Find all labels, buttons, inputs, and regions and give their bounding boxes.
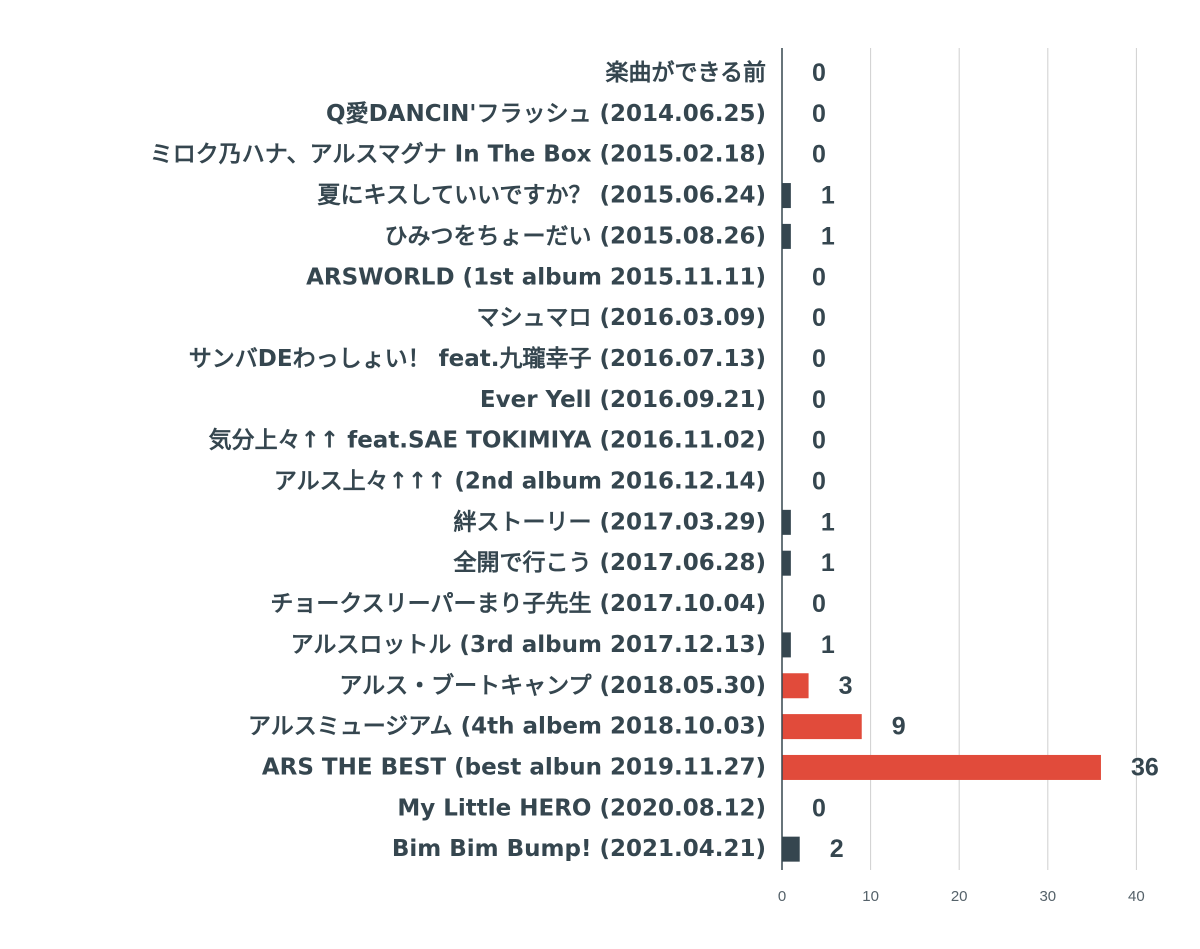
data-label: 0 xyxy=(812,141,826,169)
gridlines xyxy=(870,48,1137,870)
category-label: ひみつをちょーだい (2015.08.26) xyxy=(384,223,766,249)
data-label: 9 xyxy=(892,713,906,741)
data-label: 2 xyxy=(830,835,844,863)
category-label: Bim Bim Bump! (2021.04.21) xyxy=(392,836,766,862)
x-tick-label: 10 xyxy=(862,888,879,905)
category-label: サンバDEわっしょい！ feat.九瓏幸子 (2016.07.13) xyxy=(189,345,766,372)
category-label: 気分上々↑↑ feat.SAE TOKIMIYA (2016.11.02) xyxy=(209,427,766,454)
category-label: アルス・ブートキャンプ (2018.05.30) xyxy=(339,672,766,699)
data-label: 0 xyxy=(812,386,826,414)
data-label: 1 xyxy=(821,508,835,536)
data-label: 0 xyxy=(812,100,826,128)
category-label: チョークスリーパーまり子先生 (2017.10.04) xyxy=(270,591,766,617)
data-label: 0 xyxy=(812,794,826,822)
category-label: マシュマロ (2016.03.09) xyxy=(476,305,766,331)
data-label: 36 xyxy=(1131,753,1159,781)
category-label: My Little HERO (2020.08.12) xyxy=(397,795,766,821)
data-label: 0 xyxy=(812,590,826,618)
bar xyxy=(782,632,791,658)
category-label: アルスミュージアム (4th albem 2018.10.03) xyxy=(248,714,766,740)
x-tick-label: 30 xyxy=(1039,888,1056,905)
data-label: 0 xyxy=(812,263,826,291)
data-label: 0 xyxy=(812,468,826,496)
category-label: 全開で行こう (2017.06.28) xyxy=(452,549,766,576)
data-label: 0 xyxy=(812,304,826,332)
data-label: 1 xyxy=(821,222,835,250)
bar xyxy=(782,714,862,740)
category-label: Ever Yell (2016.09.21) xyxy=(480,387,766,413)
category-label: ミロク乃ハナ、アルスマグナ In The Box (2015.02.18) xyxy=(150,141,766,168)
x-axis-ticks: 0 10 20 30 40 xyxy=(778,888,1145,905)
bar xyxy=(782,183,791,209)
x-tick-label: 0 xyxy=(778,888,786,905)
category-label: アルス上々↑↑↑ (2nd album 2016.12.14) xyxy=(274,469,766,495)
bar xyxy=(782,223,791,249)
category-label: 楽曲ができる前 xyxy=(605,59,766,86)
category-label: 夏にキスしていいですか？ (2015.06.24) xyxy=(318,183,766,209)
bar xyxy=(782,509,791,535)
data-label: 0 xyxy=(812,345,826,373)
x-tick-label: 20 xyxy=(951,888,968,905)
data-label: 1 xyxy=(821,549,835,577)
bars xyxy=(782,183,1101,862)
category-label: アルスロットル (3rd album 2017.12.13) xyxy=(291,632,766,658)
bar xyxy=(782,836,800,862)
category-label: Q愛DANCIN'フラッシュ (2014.06.25) xyxy=(326,101,766,127)
data-label: 3 xyxy=(839,672,853,700)
category-label: 絆ストーリー (2017.03.29) xyxy=(453,508,766,535)
bar xyxy=(782,673,809,699)
data-label: 1 xyxy=(821,182,835,210)
bar xyxy=(782,550,791,576)
data-label: 1 xyxy=(821,631,835,659)
category-label: ARS THE BEST (best albun 2019.11.27) xyxy=(262,754,766,780)
data-label: 0 xyxy=(812,59,826,87)
x-tick-label: 40 xyxy=(1128,888,1145,905)
bar xyxy=(782,754,1101,780)
category-label: ARSWORLD (1st album 2015.11.11) xyxy=(306,264,766,290)
data-label: 0 xyxy=(812,427,826,455)
category-labels: 楽曲ができる前 Q愛DANCIN'フラッシュ (2014.06.25) ミロク乃ハナ… xyxy=(150,59,766,862)
